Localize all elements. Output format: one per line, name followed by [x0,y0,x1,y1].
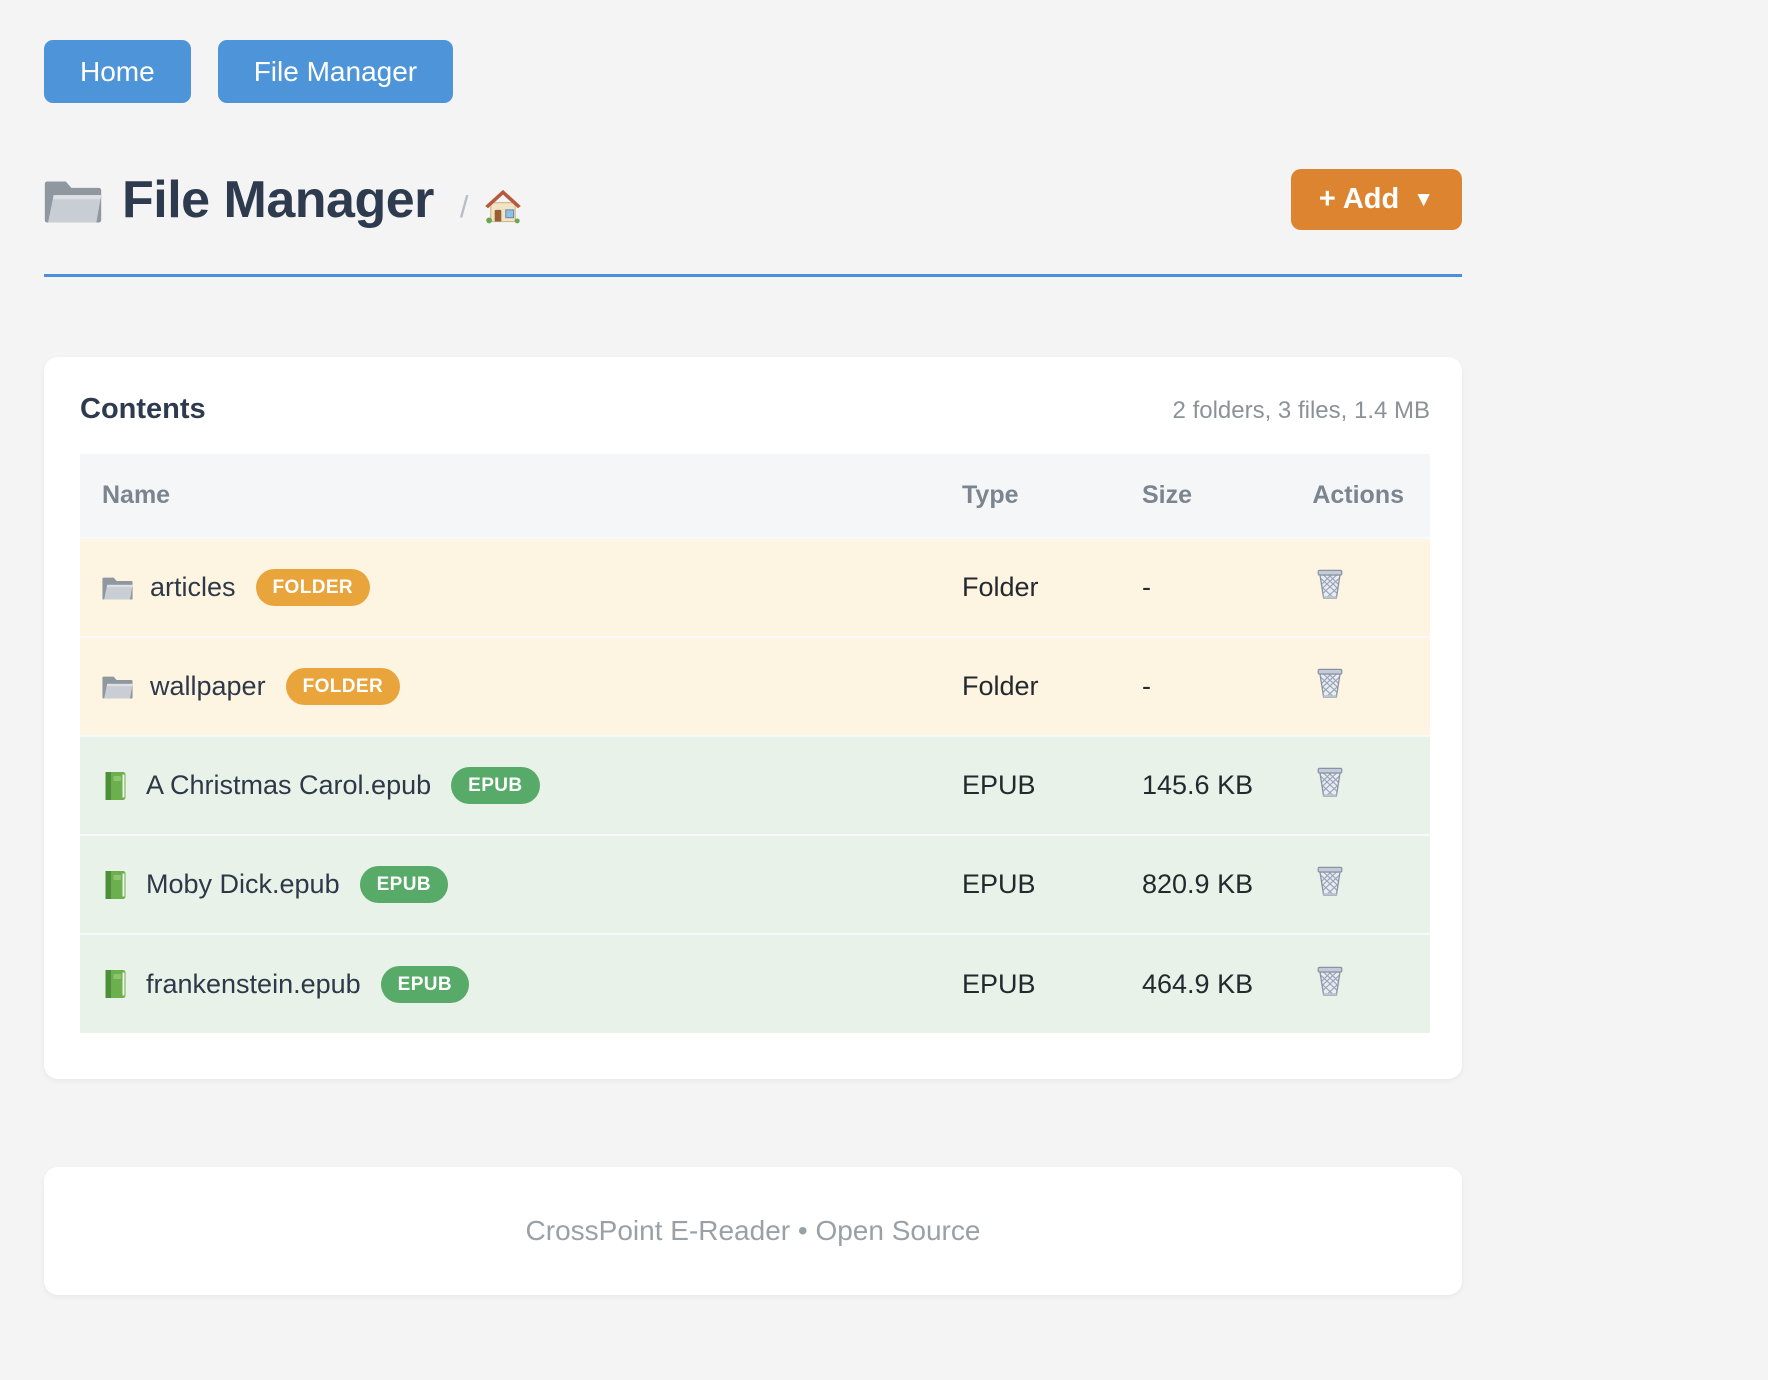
file-name[interactable]: articles [150,572,236,602]
file-name[interactable]: A Christmas Carol.epub [146,770,432,800]
type-badge: FOLDER [255,569,371,606]
table-row[interactable]: Moby Dick.epub EPUB EPUB 820.9 KB [80,835,1430,934]
trash-icon [1315,765,1345,802]
top-nav: Home File Manager [44,0,1462,103]
column-header-size: Size [1120,454,1280,538]
delete-button[interactable] [1315,864,1345,901]
file-name[interactable]: Moby Dick.epub [146,869,340,899]
page-title: File Manager [122,170,434,229]
file-name[interactable]: wallpaper [150,671,266,701]
file-type: Folder [962,671,1039,701]
type-badge: EPUB [380,965,470,1003]
column-header-actions: Actions [1280,454,1430,538]
file-size: 145.6 KB [1142,770,1254,800]
nav-button-home[interactable]: Home [44,40,191,103]
home-icon[interactable] [483,187,523,225]
trash-icon [1315,666,1345,703]
contents-title: Contents [80,393,206,425]
nav-button-file-manager[interactable]: File Manager [217,40,454,103]
folder-icon [102,673,133,700]
file-type: EPUB [962,869,1036,899]
chevron-down-icon: ▼ [1413,187,1434,211]
add-button-label: + Add [1318,183,1400,215]
table-row[interactable]: frankenstein.epub EPUB EPUB 464.9 KB [80,934,1430,1033]
delete-button[interactable] [1315,765,1345,802]
folder-icon [102,574,133,601]
trash-icon [1315,864,1345,901]
contents-summary: 2 folders, 3 files, 1.4 MB [1172,397,1430,424]
table-row[interactable]: A Christmas Carol.epub EPUB EPUB 145.6 K… [80,736,1430,835]
breadcrumb-separator: / [459,188,469,224]
contents-card: Contents 2 folders, 3 files, 1.4 MB Name… [44,357,1462,1079]
green-book-icon [102,770,129,802]
type-badge: FOLDER [285,668,401,705]
table-header-row: Name Type Size Actions [80,454,1430,538]
file-size: - [1142,572,1151,602]
green-book-icon [102,869,129,901]
footer: CrossPoint E-Reader • Open Source [44,1167,1462,1295]
page-header: File Manager / + Add ▼ [44,169,1462,230]
delete-button[interactable] [1315,964,1345,1001]
file-type: Folder [962,572,1039,602]
table-row[interactable]: wallpaper FOLDER Folder - [80,637,1430,736]
header-divider [44,274,1462,277]
file-name[interactable]: frankenstein.epub [146,968,361,999]
contents-table: Name Type Size Actions [80,454,1430,1033]
contents-card-header: Contents 2 folders, 3 files, 1.4 MB [80,393,1430,426]
file-size: - [1142,671,1151,701]
file-size: 464.9 KB [1142,968,1254,999]
file-type: EPUB [962,770,1036,800]
title-group: File Manager / [44,170,523,230]
delete-button[interactable] [1315,567,1345,604]
green-book-icon [102,968,129,1000]
file-size: 820.9 KB [1142,869,1254,899]
table-row[interactable]: articles FOLDER Folder - [80,538,1430,637]
column-header-type: Type [940,454,1120,538]
file-type: EPUB [962,968,1036,999]
contents-table-body: articles FOLDER Folder - [80,538,1430,1033]
type-badge: EPUB [359,866,448,903]
page-container: Home File Manager File Manager / [44,0,1462,1295]
delete-button[interactable] [1315,666,1345,703]
column-header-name: Name [80,454,940,538]
add-button[interactable]: + Add ▼ [1290,169,1462,230]
trash-icon [1315,567,1345,604]
folder-icon [44,175,102,225]
footer-text: CrossPoint E-Reader • Open Source [525,1215,981,1246]
type-badge: EPUB [451,767,540,804]
trash-icon [1315,964,1345,1001]
